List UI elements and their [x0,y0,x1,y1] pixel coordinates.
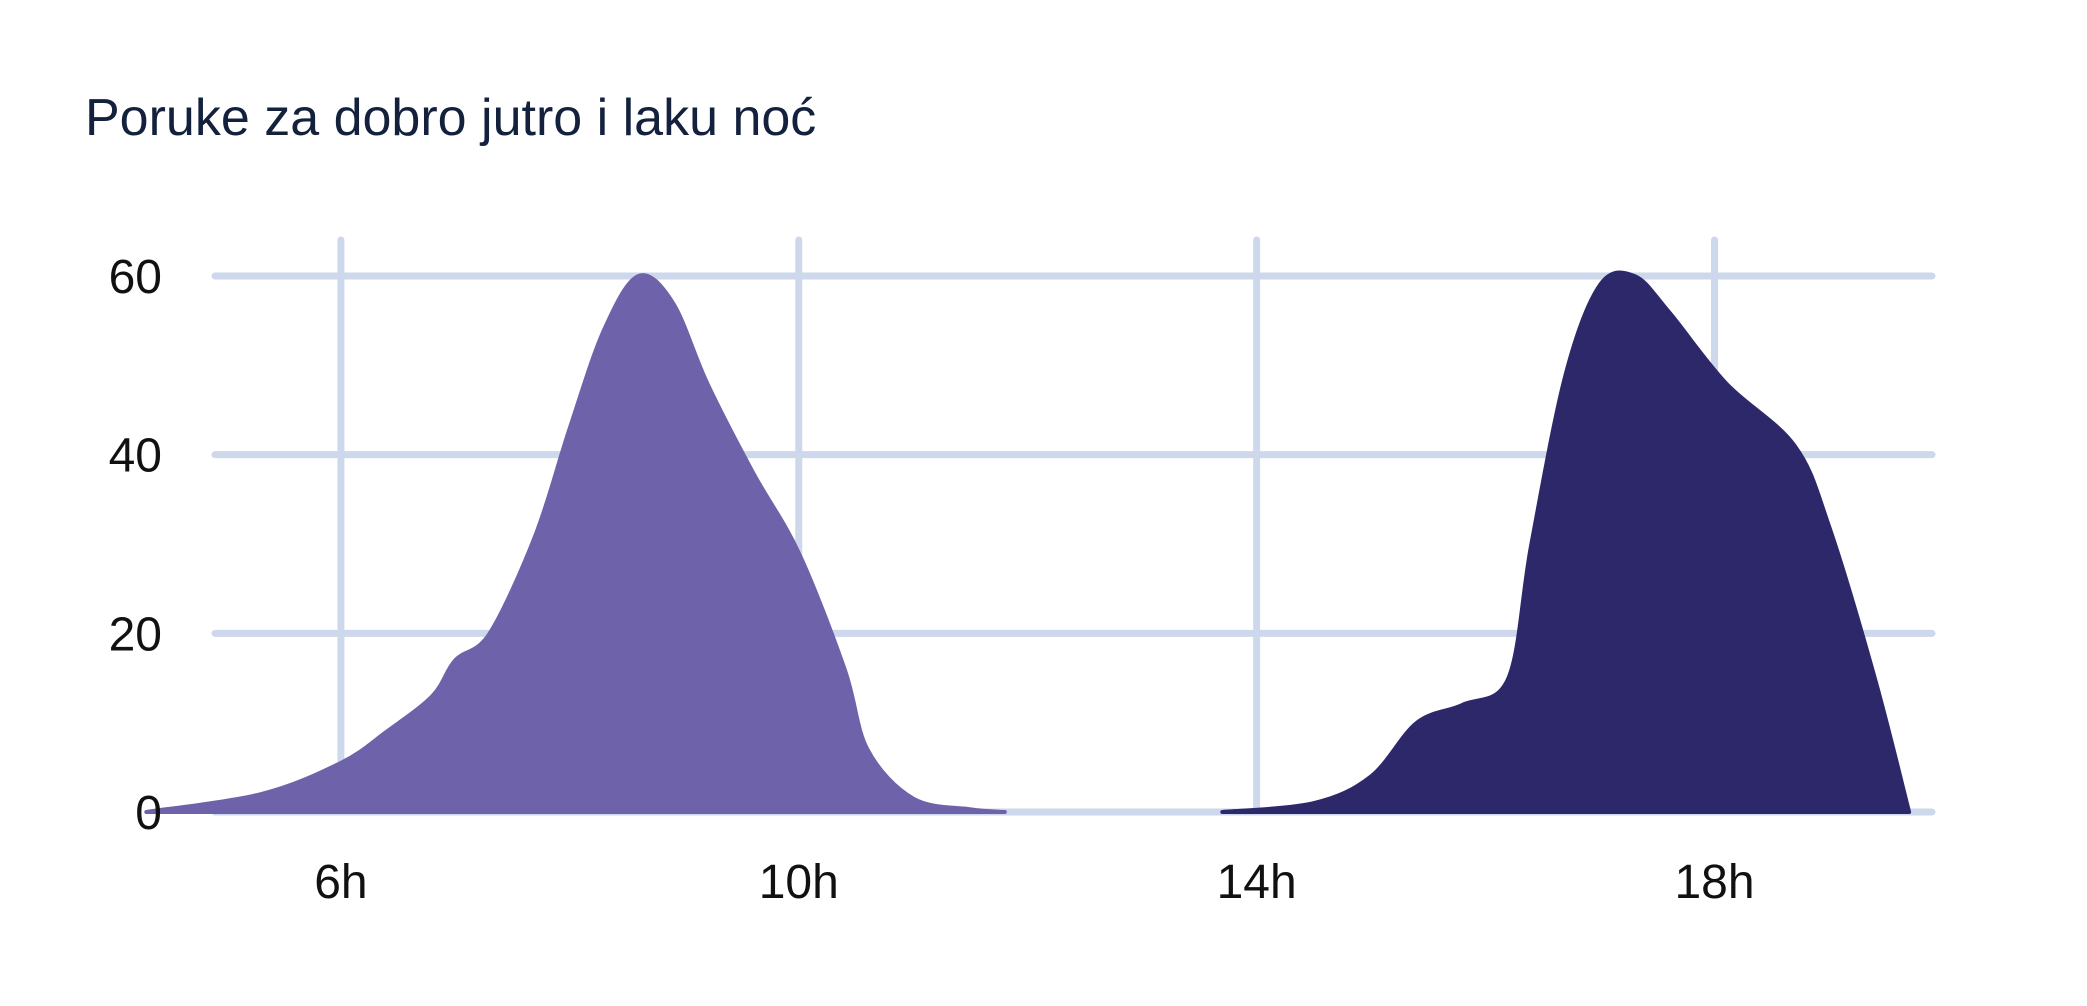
y-tick-label: 20 [109,608,162,661]
y-tick-label: 0 [135,787,162,840]
y-tick-label: 60 [109,251,162,304]
x-tick-label: 14h [1217,856,1297,909]
x-axis: 6h 10h 14h 18h [314,856,1754,909]
y-axis: 0 20 40 60 [109,251,162,840]
x-tick-label: 6h [314,856,367,909]
x-tick-label: 10h [759,856,839,909]
chart-title: Poruke za dobro jutro i laku noć [85,89,817,147]
area-series-group [144,270,1912,814]
y-tick-label: 40 [109,430,162,483]
x-tick-label: 18h [1674,856,1754,909]
area-series-1 [144,273,1007,814]
area-series-2 [1220,270,1912,814]
